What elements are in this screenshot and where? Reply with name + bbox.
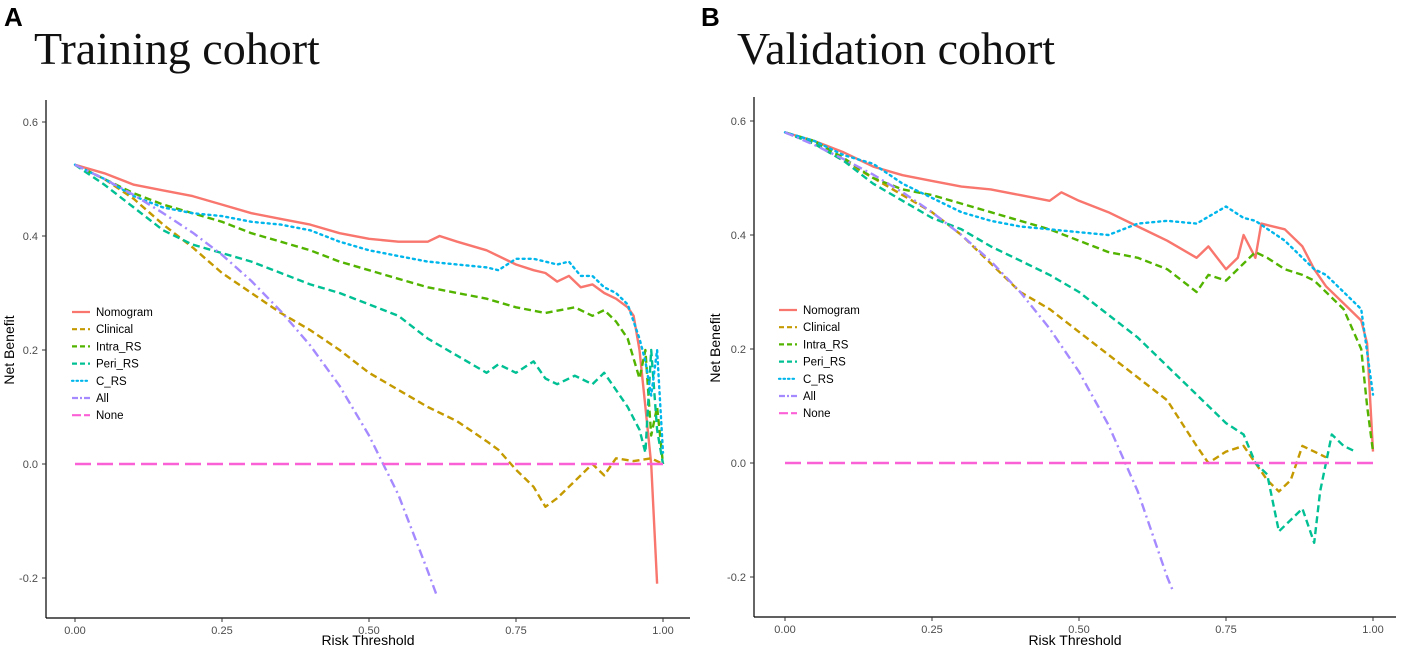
x-tick-label: 0.50: [358, 625, 379, 637]
legend-label: None: [96, 410, 124, 422]
series-line-clinical: [74, 163, 664, 508]
x-tick-label: 0.50: [1068, 624, 1089, 636]
training-plot: 0.00 0.25 0.50 0.75 1.00 -0.2 0.0 0.2 0.4 0.6 Risk…: [1, 100, 690, 648]
y-tick-label: -0.2: [19, 573, 38, 585]
y-tick-label: 0.2: [731, 344, 746, 356]
series-line-c-rs: [783, 131, 1375, 396]
series-line-intra-rs: [74, 163, 665, 465]
panel-validation: B Validation cohort 0.00 0.25 0.50 0.75 1.00…: [701, 0, 1402, 649]
y-tick-label: 0.4: [731, 230, 746, 242]
y-tick-label: 0.4: [23, 231, 38, 243]
x-tick-label: 0.00: [774, 624, 795, 636]
legend-label: C_RS: [96, 376, 127, 388]
legend-label: Clinical: [803, 322, 840, 334]
series-line-all: [74, 163, 438, 596]
chart-title: Validation cohort: [737, 23, 1056, 74]
x-axis-label: Risk Threshold: [1028, 632, 1121, 648]
series-line-c-rs: [73, 163, 665, 454]
series-line-nomogram: [784, 131, 1375, 452]
x-tick-label: 0.75: [505, 625, 526, 637]
y-axis-label: Net Benefit: [707, 313, 723, 382]
x-tick-label: 0.00: [64, 625, 85, 637]
validation-plot: 0.00 0.25 0.50 0.75 1.00 -0.2 0.0 0.2 0.4 0.6 Risk…: [707, 97, 1396, 648]
y-tick-label: 0.0: [731, 458, 746, 470]
x-axis-label: Risk Threshold: [321, 632, 414, 648]
y-axis-label: Net Benefit: [1, 315, 17, 384]
legend-label: All: [803, 391, 816, 403]
x-tick-label: 0.25: [921, 624, 942, 636]
series-line-peri-rs: [784, 131, 1356, 544]
series-line-nomogram: [74, 163, 659, 584]
series-line-clinical: [784, 131, 1327, 493]
legend-label: Nomogram: [803, 305, 860, 317]
legend-label: Intra_RS: [803, 339, 849, 351]
legend-label: All: [96, 393, 109, 405]
panel-label: B: [701, 2, 720, 32]
x-tick-label: 0.75: [1215, 624, 1236, 636]
legend-label: C_RS: [803, 374, 834, 386]
y-tick-label: 0.6: [23, 117, 38, 129]
panel-label: A: [4, 2, 23, 32]
y-tick-label: -0.2: [727, 572, 746, 584]
x-tick-label: 1.00: [652, 625, 673, 637]
legend-label: Intra_RS: [96, 341, 142, 353]
y-tick-label: 0.6: [731, 116, 746, 128]
legend-label: Nomogram: [96, 307, 153, 319]
legend-label: Peri_RS: [96, 359, 139, 371]
legend-label: Peri_RS: [803, 357, 846, 369]
series-line-all: [784, 131, 1175, 592]
legend-label: Clinical: [96, 324, 133, 336]
series-line-intra-rs: [784, 131, 1375, 452]
y-tick-label: 0.2: [23, 345, 38, 357]
panel-training: A Training cohort 0.00 0.25 0.50 0.75 1.00 -0…: [1, 2, 690, 648]
x-tick-label: 1.00: [1362, 624, 1383, 636]
y-tick-label: 0.0: [23, 459, 38, 471]
series-line-peri-rs: [74, 163, 665, 465]
chart-title: Training cohort: [34, 23, 320, 74]
x-tick-label: 0.25: [211, 625, 232, 637]
legend-label: None: [803, 408, 831, 420]
